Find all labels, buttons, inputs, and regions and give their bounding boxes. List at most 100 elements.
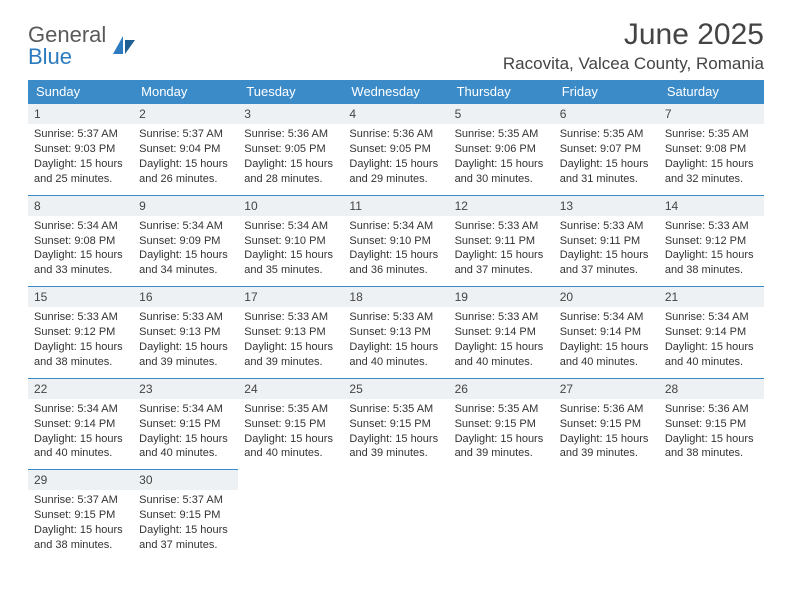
calendar-cell: 20Sunrise: 5:34 AMSunset: 9:14 PMDayligh…	[554, 287, 659, 379]
calendar-cell	[238, 470, 343, 561]
sunrise-text: Sunrise: 5:33 AM	[560, 219, 653, 234]
day-number: 8	[28, 196, 133, 216]
calendar-cell: 9Sunrise: 5:34 AMSunset: 9:09 PMDaylight…	[133, 195, 238, 287]
brand-text: General Blue	[28, 24, 106, 68]
day-number: 11	[343, 196, 448, 216]
calendar-cell: 11Sunrise: 5:34 AMSunset: 9:10 PMDayligh…	[343, 195, 448, 287]
brand-blue: Blue	[28, 44, 72, 69]
calendar-cell: 2Sunrise: 5:37 AMSunset: 9:04 PMDaylight…	[133, 104, 238, 196]
daylight-text: Daylight: 15 hours and 40 minutes.	[665, 340, 758, 370]
sunset-text: Sunset: 9:13 PM	[244, 325, 337, 340]
calendar-cell	[343, 470, 448, 561]
day-number: 29	[28, 470, 133, 490]
sunrise-text: Sunrise: 5:37 AM	[139, 493, 232, 508]
calendar-cell: 12 Sunrise: 5:33 AMSunset: 9:11 PMDayligh…	[449, 195, 554, 287]
calendar-cell: 29Sunrise: 5:37 AMSunset: 9:15 PMDayligh…	[28, 470, 133, 561]
daylight-text: Daylight: 15 hours and 37 minutes.	[455, 248, 548, 278]
weekday-header-row: Sunday Monday Tuesday Wednesday Thursday…	[28, 80, 764, 104]
sunrise-text: Sunrise: 5:33 AM	[244, 310, 337, 325]
day-number: 1	[28, 104, 133, 124]
daylight-text: Daylight: 15 hours and 29 minutes.	[349, 157, 442, 187]
weekday-header: Monday	[133, 80, 238, 104]
sunset-text: Sunset: 9:15 PM	[560, 417, 653, 432]
daylight-text: Daylight: 15 hours and 35 minutes.	[244, 248, 337, 278]
sunrise-text: Sunrise: 5:37 AM	[34, 127, 127, 142]
sunrise-text: Sunrise: 5:35 AM	[244, 402, 337, 417]
sunrise-text: Sunrise: 5:33 AM	[455, 310, 548, 325]
sunset-text: Sunset: 9:08 PM	[665, 142, 758, 157]
day-number: 2	[133, 104, 238, 124]
sunrise-text: Sunrise: 5:35 AM	[455, 127, 548, 142]
daylight-text: Daylight: 15 hours and 38 minutes.	[34, 523, 127, 553]
sunrise-text: Sunrise: 5:34 AM	[34, 402, 127, 417]
calendar-cell: 16Sunrise: 5:33 AMSunset: 9:13 PMDayligh…	[133, 287, 238, 379]
day-number: 22	[28, 379, 133, 399]
daylight-text: Daylight: 15 hours and 25 minutes.	[34, 157, 127, 187]
day-number: 15	[28, 287, 133, 307]
sunset-text: Sunset: 9:14 PM	[455, 325, 548, 340]
sunset-text: Sunset: 9:13 PM	[349, 325, 442, 340]
day-number: 26	[449, 379, 554, 399]
sunrise-text: Sunrise: 5:33 AM	[665, 219, 758, 234]
weekday-header: Saturday	[659, 80, 764, 104]
sunrise-text: Sunrise: 5:35 AM	[665, 127, 758, 142]
sunset-text: Sunset: 9:15 PM	[34, 508, 127, 523]
calendar-cell	[554, 470, 659, 561]
brand-logo: General Blue	[28, 18, 137, 68]
calendar-cell: 14Sunrise: 5:33 AMSunset: 9:12 PMDayligh…	[659, 195, 764, 287]
calendar-cell: 28Sunrise: 5:36 AMSunset: 9:15 PMDayligh…	[659, 378, 764, 470]
daylight-text: Daylight: 15 hours and 26 minutes.	[139, 157, 232, 187]
day-number: 5	[449, 104, 554, 124]
sunrise-text: Sunrise: 5:35 AM	[560, 127, 653, 142]
daylight-text: Daylight: 15 hours and 28 minutes.	[244, 157, 337, 187]
sunrise-text: Sunrise: 5:36 AM	[244, 127, 337, 142]
daylight-text: Daylight: 15 hours and 37 minutes.	[139, 523, 232, 553]
day-number: 12	[449, 196, 554, 216]
daylight-text: Daylight: 15 hours and 39 minutes.	[349, 432, 442, 462]
calendar-row: 8 Sunrise: 5:34 AM Sunset: 9:08 PM Daylight…	[28, 195, 764, 287]
sunrise-text: Sunrise: 5:33 AM	[139, 310, 232, 325]
sunset-text: Sunset: 9:10 PM	[349, 234, 442, 249]
calendar-cell	[659, 470, 764, 561]
sunset-text: Sunset: 9:04 PM	[139, 142, 232, 157]
sunset-text: Sunset: 9:09 PM	[139, 234, 232, 249]
sunset-text: Sunset: 9:10 PM	[244, 234, 337, 249]
weekday-header: Tuesday	[238, 80, 343, 104]
sunset-text: Sunset: 9:15 PM	[349, 417, 442, 432]
calendar-cell: 22Sunrise: 5:34 AMSunset: 9:14 PMDayligh…	[28, 378, 133, 470]
sunrise-text: Sunrise: 5:33 AM	[455, 219, 548, 234]
calendar-table: Sunday Monday Tuesday Wednesday Thursday…	[28, 80, 764, 561]
daylight-text: Daylight: 15 hours and 38 minutes.	[665, 432, 758, 462]
sunrise-text: Sunrise: 5:34 AM	[139, 219, 232, 234]
sunrise-text: Sunrise: 5:35 AM	[455, 402, 548, 417]
weekday-header: Friday	[554, 80, 659, 104]
sunset-text: Sunset: 9:08 PM	[34, 234, 127, 249]
weekday-header: Thursday	[449, 80, 554, 104]
calendar-cell: 13Sunrise: 5:33 AMSunset: 9:11 PMDayligh…	[554, 195, 659, 287]
sunset-text: Sunset: 9:11 PM	[455, 234, 548, 249]
day-number: 27	[554, 379, 659, 399]
location-text: Racovita, Valcea County, Romania	[503, 54, 764, 74]
day-number: 21	[659, 287, 764, 307]
daylight-text: Daylight: 15 hours and 30 minutes.	[455, 157, 548, 187]
day-number: 10	[238, 196, 343, 216]
sunset-text: Sunset: 9:15 PM	[139, 508, 232, 523]
day-number: 13	[554, 196, 659, 216]
sunset-text: Sunset: 9:14 PM	[34, 417, 127, 432]
sunset-text: Sunset: 9:15 PM	[455, 417, 548, 432]
day-number: 3	[238, 104, 343, 124]
title-block: June 2025 Racovita, Valcea County, Roman…	[503, 18, 764, 74]
weekday-header: Sunday	[28, 80, 133, 104]
sunset-text: Sunset: 9:03 PM	[34, 142, 127, 157]
sunrise-text: Sunrise: 5:36 AM	[665, 402, 758, 417]
daylight-text: Daylight: 15 hours and 32 minutes.	[665, 157, 758, 187]
sunset-text: Sunset: 9:15 PM	[244, 417, 337, 432]
calendar-cell: 17Sunrise: 5:33 AMSunset: 9:13 PMDayligh…	[238, 287, 343, 379]
day-number: 24	[238, 379, 343, 399]
calendar-row: 1Sunrise: 5:37 AMSunset: 9:03 PMDaylight…	[28, 104, 764, 196]
day-number: 9	[133, 196, 238, 216]
day-number: 4	[343, 104, 448, 124]
sunrise-text: Sunrise: 5:34 AM	[560, 310, 653, 325]
calendar-cell: 3Sunrise: 5:36 AMSunset: 9:05 PMDaylight…	[238, 104, 343, 196]
sunrise-text: Sunrise: 5:33 AM	[34, 310, 127, 325]
